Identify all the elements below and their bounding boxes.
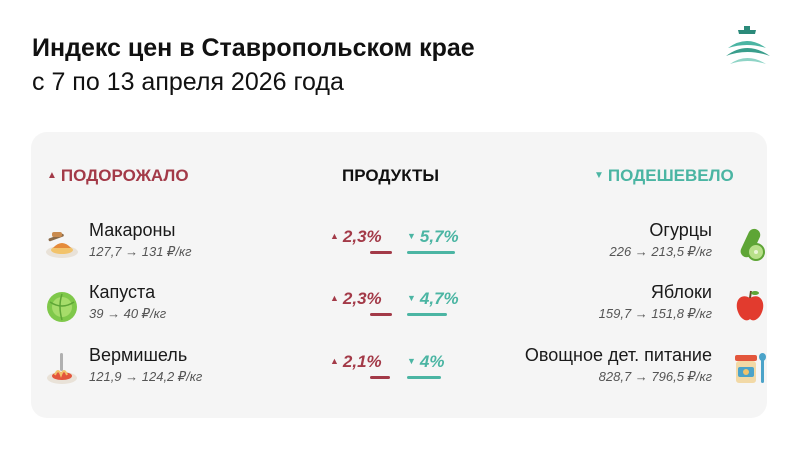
page-title: Индекс цен в Ставропольском крае: [32, 34, 475, 62]
baby-food-jar-icon: [735, 353, 766, 383]
list-item-up-pasta: Макароны 127,7 → 131 ₽/кг: [44, 220, 304, 268]
column-header-up: ▲ ПОДОРОЖАЛО: [47, 166, 189, 185]
pct-down-apple: ▼ 4,7%: [407, 289, 459, 319]
pct-down-baby-food: ▼ 4%: [407, 352, 445, 382]
item-name: Макароны: [89, 220, 176, 240]
item-price: 828,7 → 796,5 ₽/кг: [598, 369, 712, 384]
item-price: 159,7 → 151,8 ₽/кг: [598, 306, 712, 321]
item-name: Яблоки: [650, 282, 712, 302]
item-name: Овощное дет. питание: [524, 345, 712, 365]
pct-up-vermicelli: ▲ 2,1%: [330, 352, 390, 382]
list-item-down-baby-food: Овощное дет. питание 828,7 → 796,5 ₽/кг: [468, 345, 768, 393]
item-name: Капуста: [89, 282, 156, 302]
list-item-down-apple: Яблоки 159,7 → 151,8 ₽/кг: [468, 282, 768, 330]
page-subtitle: с 7 по 13 апреля 2026 года: [32, 68, 344, 96]
pct-up-cabbage: ▲ 2,3%: [330, 289, 392, 319]
region-logo-icon: [726, 26, 770, 64]
price-index-card: [31, 132, 767, 418]
item-price: 39 → 40 ₽/кг: [89, 306, 167, 321]
item-name: Вермишель: [89, 345, 188, 365]
pasta-plate-icon: [46, 232, 78, 258]
cabbage-icon: [47, 292, 77, 322]
pct-up-pasta: ▲ 2,3%: [330, 227, 392, 257]
list-item-up-cabbage: Капуста 39 → 40 ₽/кг: [44, 282, 304, 330]
pct-down-cucumber: ▼ 5,7%: [407, 227, 459, 257]
apple-icon: [736, 290, 764, 321]
noodles-fork-icon: [47, 353, 77, 384]
item-name: Огурцы: [649, 220, 712, 240]
cucumber-icon: [740, 228, 765, 261]
list-item-down-cucumber: Огурцы 226 → 213,5 ₽/кг: [468, 220, 768, 268]
column-header-down: ▼ ПОДЕШЕВЕЛО: [594, 166, 734, 185]
item-price: 127,7 → 131 ₽/кг: [89, 244, 192, 259]
column-header-products: ПРОДУКТЫ: [342, 166, 440, 185]
item-price: 121,9 → 124,2 ₽/кг: [89, 369, 203, 384]
item-price: 226 → 213,5 ₽/кг: [609, 244, 713, 259]
list-item-up-vermicelli: Вермишель 121,9 → 124,2 ₽/кг: [44, 345, 304, 393]
